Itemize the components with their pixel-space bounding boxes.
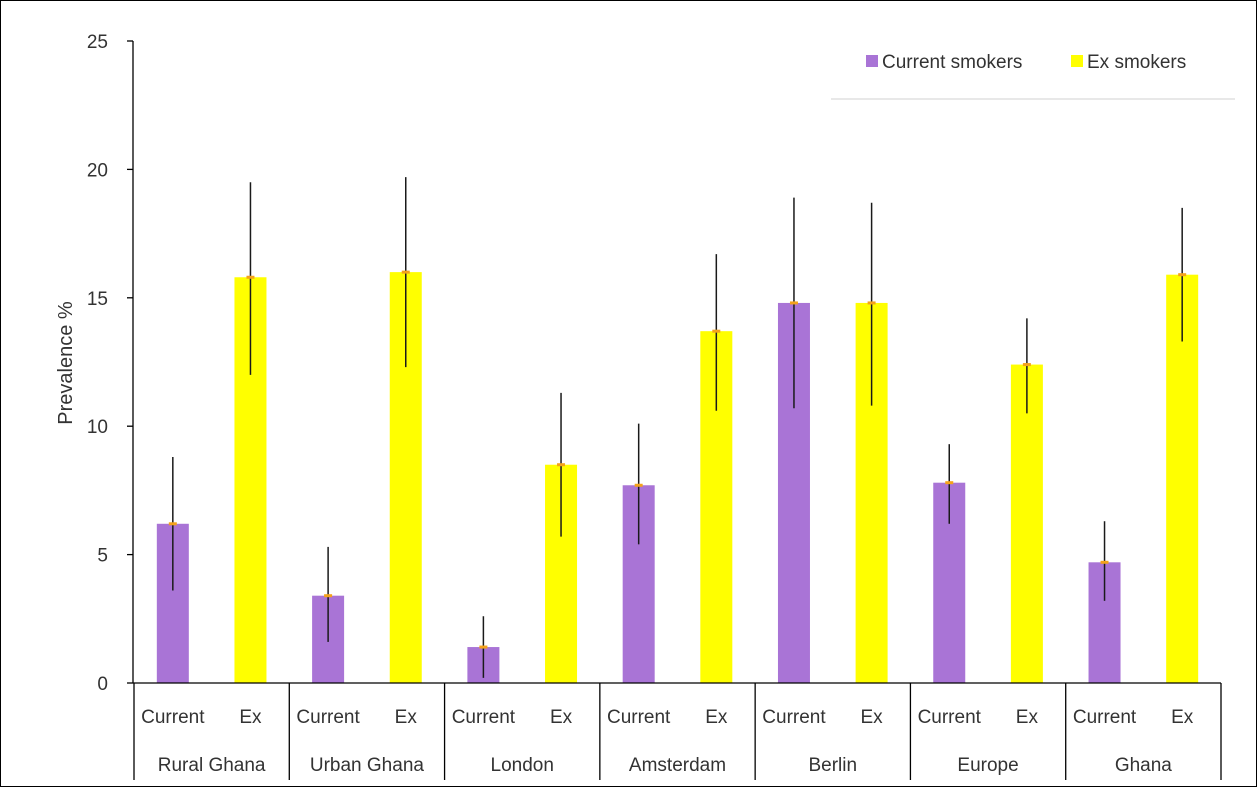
bar xyxy=(1166,274,1199,683)
x-subcategory-label: Current xyxy=(452,707,516,728)
x-subcategory-label: Current xyxy=(141,707,205,728)
x-subcategory-label: Current xyxy=(762,707,826,728)
x-subcategory-label: Current xyxy=(607,707,671,728)
x-subcategory-label: Ex xyxy=(1016,707,1039,728)
x-subcategory-label: Ex xyxy=(239,707,262,728)
y-axis: 0 5 10 15 20 25 xyxy=(87,32,134,695)
x-subcategory-label: Ex xyxy=(705,707,728,728)
y-tick-label: 10 xyxy=(87,417,108,438)
x-subcategory-label: Current xyxy=(918,707,982,728)
x-axis: Current Ex Rural Ghana Current Ex Urban Ghana… xyxy=(133,682,1222,780)
legend-label: Ex smokers xyxy=(1087,52,1186,73)
x-group-label: Europe xyxy=(957,755,1018,776)
x-subcategory-label: Ex xyxy=(1171,707,1194,728)
x-subcategory-label: Current xyxy=(1073,707,1137,728)
legend-label: Current smokers xyxy=(882,52,1022,73)
bars-layer xyxy=(156,272,1199,683)
legend: Current smokers Ex smokers xyxy=(831,52,1235,100)
y-tick-label: 25 xyxy=(87,32,108,53)
legend-swatch xyxy=(866,55,878,67)
y-tick-label: 15 xyxy=(87,289,108,310)
y-tick-label: 0 xyxy=(97,674,108,695)
legend-swatch xyxy=(1071,55,1083,67)
x-subcategory-label: Current xyxy=(296,707,360,728)
x-subcategory-label: Ex xyxy=(550,707,573,728)
x-group-label: Urban Ghana xyxy=(310,755,425,776)
x-subcategory-label: Ex xyxy=(861,707,884,728)
errorbars-layer xyxy=(168,177,1187,678)
x-subcategory-label: Ex xyxy=(395,707,418,728)
x-group-label: Rural Ghana xyxy=(158,755,266,776)
x-group-label: Amsterdam xyxy=(629,755,726,776)
x-group-label: Berlin xyxy=(808,755,857,776)
x-group-label: London xyxy=(491,755,554,776)
y-tick-label: 5 xyxy=(97,546,108,567)
y-axis-title: Prevalence % xyxy=(55,301,77,425)
x-group-label: Ghana xyxy=(1115,755,1172,776)
y-tick-label: 20 xyxy=(87,160,108,181)
bar xyxy=(1010,364,1043,683)
